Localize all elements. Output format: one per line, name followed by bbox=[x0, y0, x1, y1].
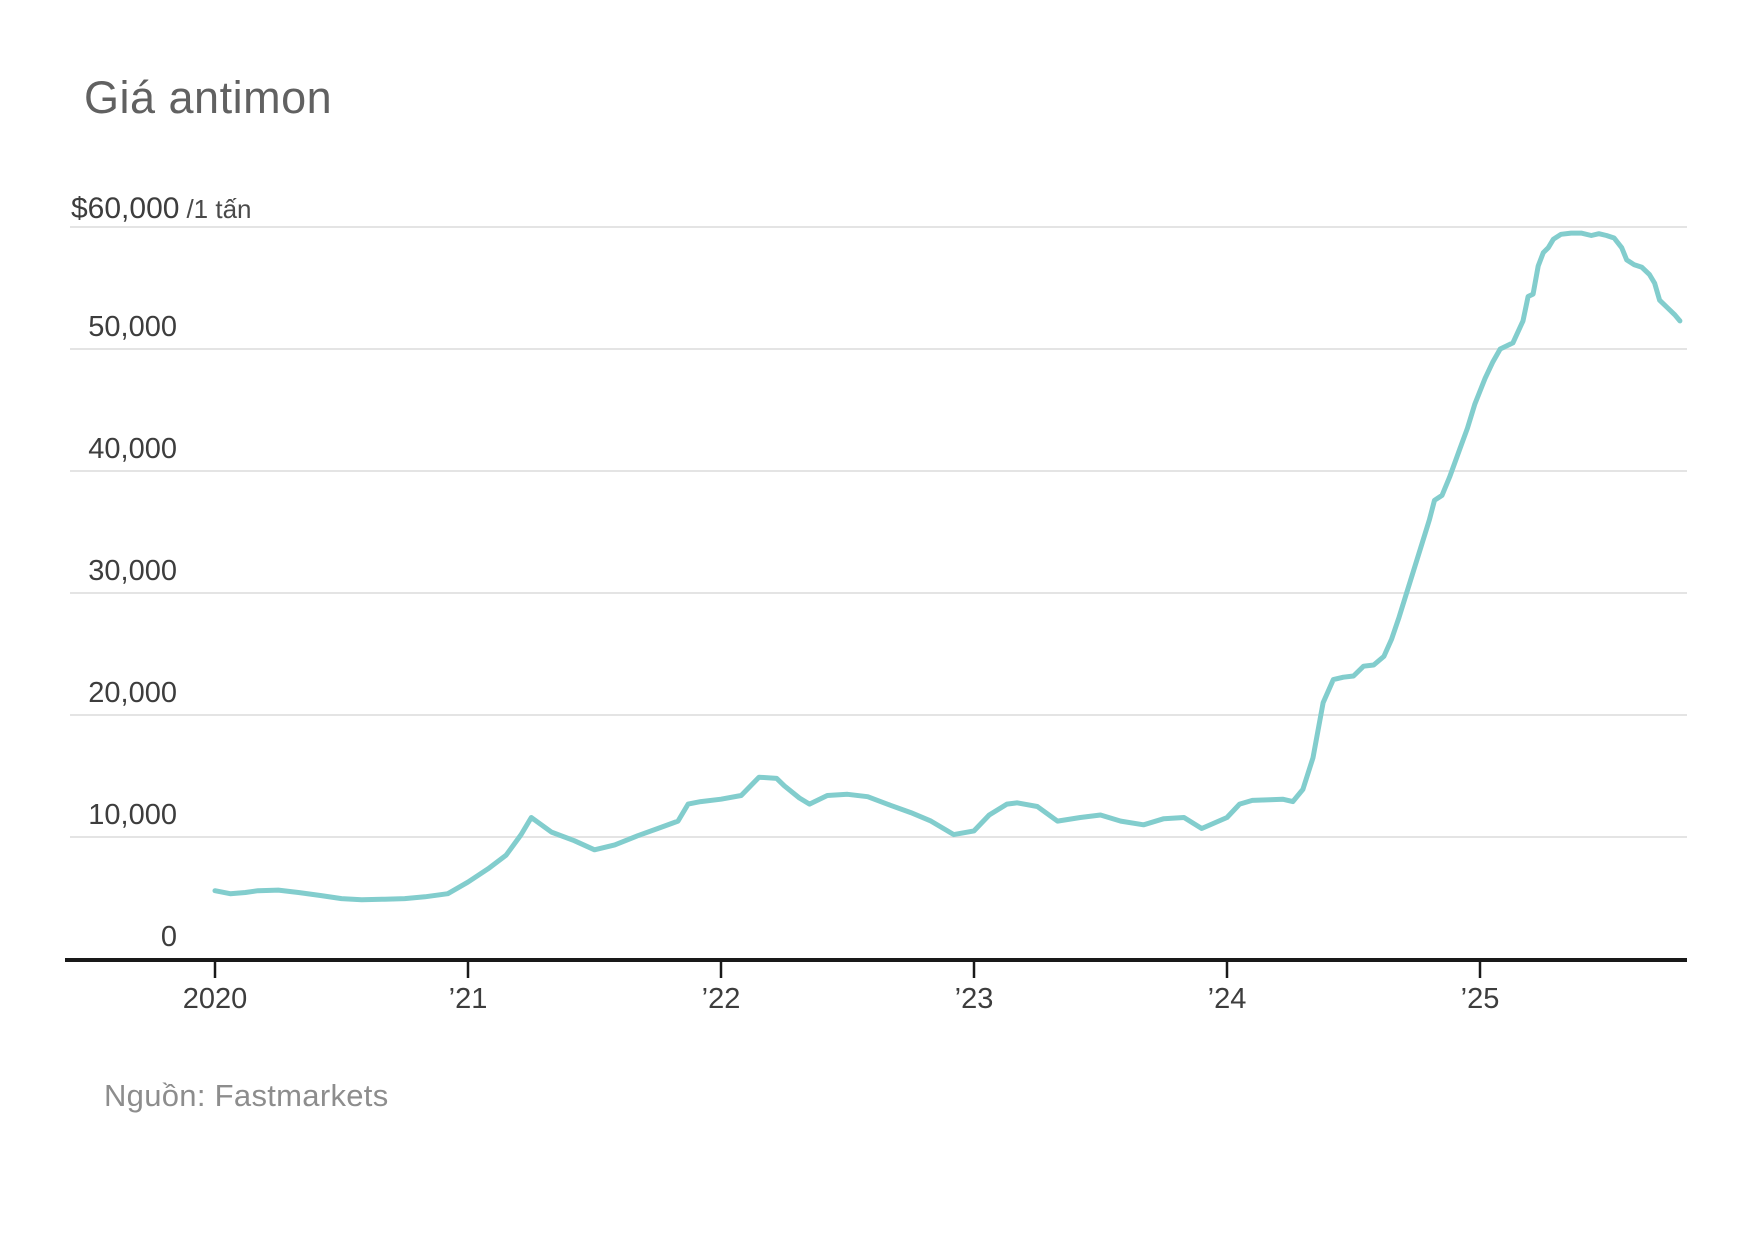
y-label-20000: 20,000 bbox=[88, 677, 177, 709]
x-axis-ticks bbox=[213, 962, 1482, 978]
x-label-2023: ’23 bbox=[955, 983, 994, 1015]
x-label-2020: 2020 bbox=[183, 983, 248, 1015]
y-label-30000: 30,000 bbox=[88, 555, 177, 587]
x-label-2021: ’21 bbox=[449, 983, 488, 1015]
x-label-2022: ’22 bbox=[702, 983, 741, 1015]
source-attribution: Nguồn: Fastmarkets bbox=[104, 1078, 389, 1113]
x-label-2025: ’25 bbox=[1461, 983, 1500, 1015]
y-label-0: 0 bbox=[161, 921, 177, 953]
y-label-40000: 40,000 bbox=[88, 433, 177, 465]
price-line-path bbox=[212, 230, 1683, 903]
y-label-10000: 10,000 bbox=[88, 799, 177, 831]
y-axis-max-value-label: $60,000 bbox=[71, 192, 180, 225]
y-axis-unit-label: /1 tấn bbox=[186, 194, 252, 224]
y-axis-labels: 50,000 40,000 30,000 20,000 10,000 0 bbox=[88, 311, 177, 953]
gridlines bbox=[70, 226, 1687, 838]
page-title: Giá antimon bbox=[84, 72, 333, 123]
x-axis-labels: 2020 ’21 ’22 ’23 ’24 ’25 bbox=[183, 983, 1500, 1015]
x-label-2024: ’24 bbox=[1208, 983, 1247, 1015]
y-label-50000: 50,000 bbox=[88, 311, 177, 343]
y-axis-top-label: $60,000/1 tấn bbox=[71, 192, 252, 226]
